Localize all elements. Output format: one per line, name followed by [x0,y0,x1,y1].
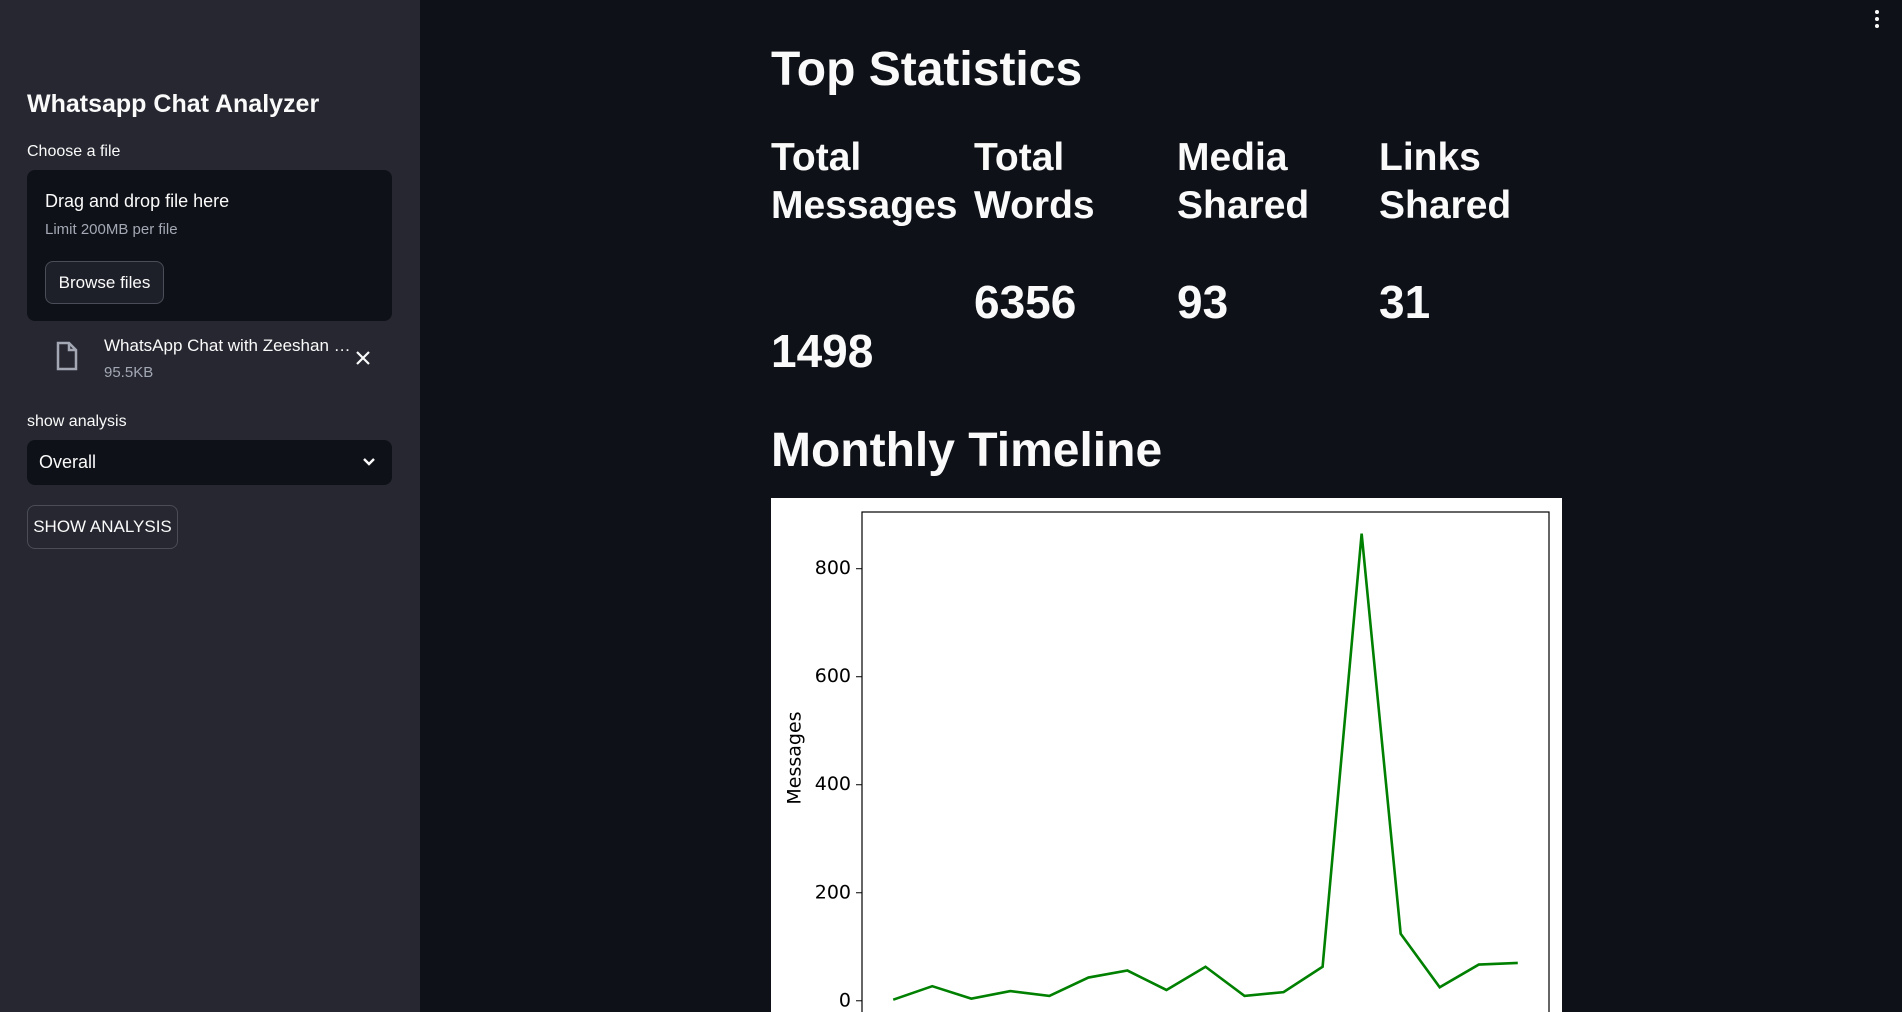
select-chevron [363,458,375,466]
select-label: show analysis [27,413,127,430]
stat-label: Total Messages [771,136,958,227]
y-tick-label: 400 [815,773,851,795]
file-name: WhatsApp Chat with Zeeshan … [104,336,351,355]
browse-button[interactable]: Browse files [45,261,164,304]
stat-label: Links Shared [1379,136,1512,227]
plot-frame [861,511,1550,1012]
menu-icon[interactable] [1871,8,1883,30]
y-axis-label: Messages [784,711,806,804]
page-title: Top Statistics [771,43,1083,96]
sidebar-title: Whatsapp Chat Analyzer [27,90,320,118]
stat-label: Media Shared [1177,136,1310,227]
stat-value: 6356 [974,276,1077,328]
dropzone-limit: Limit 200MB per file [45,221,178,238]
chart: 0 200 400 600 800 Messages [771,498,1562,1012]
y-tick-label: 0 [839,989,851,1011]
select-box[interactable] [27,440,392,485]
y-tick-label: 600 [815,665,851,687]
y-tick-label: 200 [815,881,851,903]
file-icon [56,341,78,371]
show-analysis-button[interactable]: SHOW ANALYSIS [27,505,178,549]
dropzone-text: Drag and drop file here [45,191,230,211]
stat-value: 1498 [771,325,874,377]
y-tick-label: 800 [815,557,851,579]
line [892,533,1518,1001]
select-value: Overall [39,452,97,472]
stat-label: Total Words [974,136,1095,227]
stat-value: 93 [1177,276,1229,328]
stat-value: 31 [1379,276,1431,328]
uploader-label: Choose a file [27,143,121,160]
remove-file[interactable] [354,349,372,367]
file-size: 95.5KB [104,364,154,381]
section-title: Monthly Timeline [771,424,1163,477]
sidebar: Whatsapp Chat Analyzer Choose a file Dra… [0,0,420,1012]
